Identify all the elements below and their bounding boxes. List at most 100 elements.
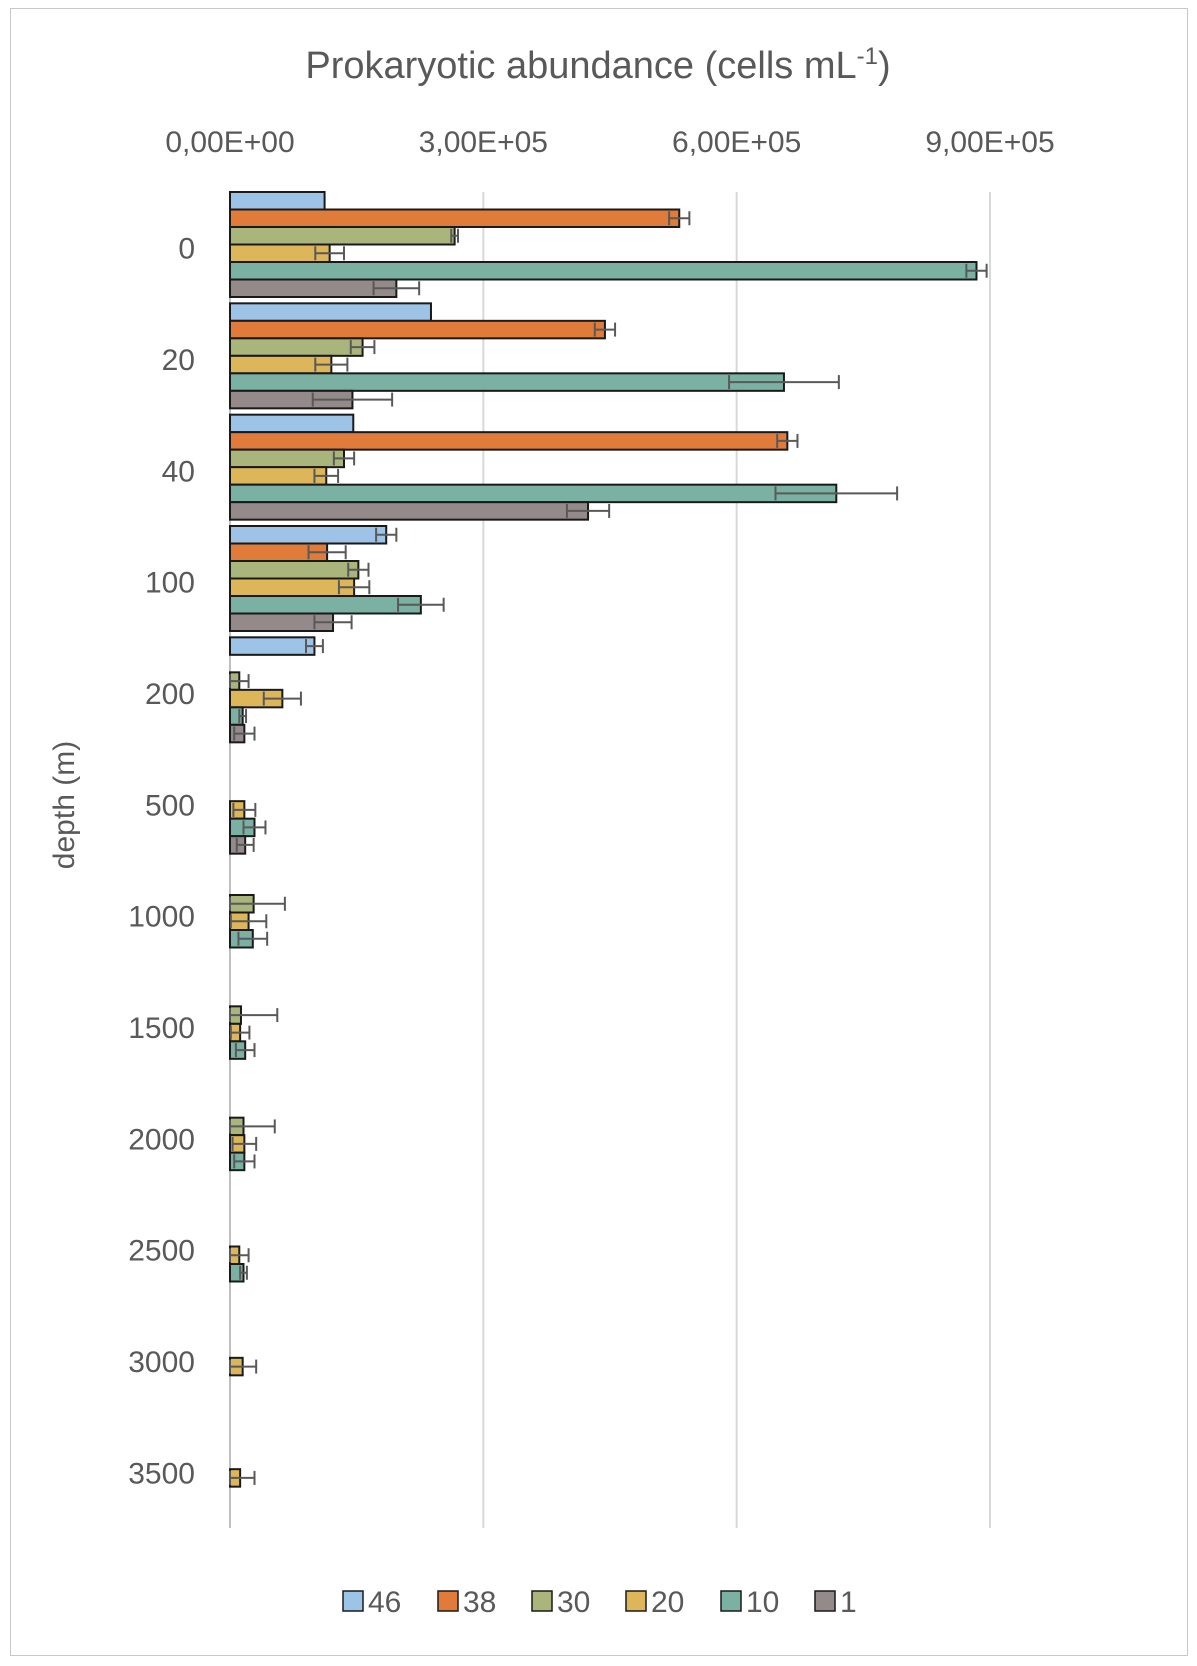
error-bar-series-10-depth-1500	[234, 1043, 256, 1058]
bar-series-1-depth-0	[229, 278, 398, 298]
y-axis-label: depth (m)	[48, 741, 81, 869]
legend-item-38: 38	[437, 1586, 496, 1619]
bar-series-20-depth-40	[229, 466, 328, 486]
error-bar-series-38-depth-20	[593, 322, 617, 337]
error-bar-series-38-depth-100	[307, 545, 347, 560]
error-bar-series-20-depth-20	[314, 357, 349, 372]
x-tick-label: 3,00E+05	[419, 126, 548, 159]
error-bar-series-30-depth-0	[450, 228, 459, 243]
bar-series-46-depth-0	[229, 191, 326, 211]
y-tick-label: 500	[145, 789, 195, 822]
x-tick-labels: 0,00E+00 3,00E+05 6,00E+05 9,00E+05	[165, 126, 1054, 159]
legend-item-10: 10	[720, 1586, 779, 1619]
bars	[229, 191, 978, 1488]
y-tick-label: 1000	[128, 901, 195, 934]
error-bar-series-10-depth-0	[965, 263, 988, 278]
legend-label: 30	[557, 1586, 590, 1619]
bar-series-30-depth-20	[229, 337, 364, 357]
legend-swatch	[720, 1590, 742, 1612]
y-tick-labels: 0 20 40 100 200 500 1000 1500 2000 2500 3000 3500	[128, 233, 195, 1491]
legend-item-20: 20	[625, 1586, 684, 1619]
error-bar-series-1-depth-100	[313, 615, 353, 630]
error-bar-series-46-depth-100	[375, 527, 398, 542]
legend-item-1: 1	[814, 1586, 857, 1619]
bar-series-10-depth-100	[229, 595, 422, 615]
error-bar-series-30-depth-40	[332, 451, 356, 466]
legend-item-30: 30	[531, 1586, 590, 1619]
error-bar-series-20-depth-2000	[231, 1136, 258, 1151]
bar-series-10-depth-40	[229, 483, 838, 504]
error-bars	[229, 211, 988, 1485]
y-tick-label: 0	[178, 233, 195, 266]
bar-series-10-depth-0	[229, 261, 978, 281]
bar-series-1-depth-40	[229, 501, 590, 521]
bar-series-30-depth-100	[229, 560, 360, 580]
error-bar-series-30-depth-200	[229, 674, 250, 689]
error-bar-series-1-depth-200	[233, 726, 256, 741]
bar-series-30-depth-0	[229, 226, 456, 246]
error-bar-series-1-depth-20	[311, 392, 394, 407]
bar-series-10-depth-20	[229, 372, 785, 392]
error-bar-series-20-depth-1000	[229, 914, 268, 929]
error-bar-series-20-depth-200	[262, 691, 302, 706]
legend: 46 38 30 20 10 1	[342, 1586, 857, 1619]
bar-series-30-depth-40	[229, 448, 345, 469]
legend-swatch	[531, 1590, 553, 1612]
legend-swatch	[342, 1590, 364, 1612]
legend-label: 20	[651, 1586, 684, 1619]
error-bar-series-20-depth-3000	[229, 1359, 258, 1374]
error-bar-series-20-depth-2500	[229, 1248, 250, 1263]
error-bar-series-10-depth-2500	[239, 1265, 248, 1280]
y-tick-label: 3000	[128, 1346, 195, 1379]
chart-title-main: Prokaryotic abundance (cells mL	[305, 45, 856, 87]
bar-series-38-depth-0	[229, 208, 681, 228]
y-tick-label: 100	[145, 567, 195, 600]
error-bar-series-10-depth-40	[774, 486, 899, 501]
legend-item-46: 46	[342, 1586, 401, 1619]
error-bar-series-20-depth-0	[314, 246, 345, 261]
legend-label: 10	[746, 1586, 779, 1619]
bar-series-46-depth-200	[229, 636, 316, 656]
error-bar-series-10-depth-200	[238, 709, 248, 724]
bar-series-46-depth-40	[229, 413, 355, 434]
bar-series-46-depth-100	[229, 525, 388, 545]
chart-title-close: )	[878, 45, 891, 87]
x-tick-label: 9,00E+05	[925, 126, 1054, 159]
error-bar-series-38-depth-0	[668, 211, 691, 226]
legend-label: 1	[840, 1586, 857, 1619]
error-bar-series-20-depth-40	[313, 468, 340, 483]
error-bar-series-1-depth-0	[372, 281, 421, 296]
legend-label: 38	[463, 1586, 496, 1619]
y-tick-label: 2000	[128, 1123, 195, 1156]
error-bar-series-30-depth-1000	[229, 896, 286, 911]
y-tick-label: 200	[145, 678, 195, 711]
x-tick-label: 6,00E+05	[672, 126, 801, 159]
y-tick-label: 40	[162, 455, 195, 488]
error-bar-series-1-depth-500	[235, 837, 255, 852]
bar-series-38-depth-20	[229, 319, 606, 340]
error-bar-series-20-depth-3500	[229, 1470, 256, 1485]
legend-label: 46	[368, 1586, 401, 1619]
error-bar-series-10-depth-500	[242, 820, 267, 835]
error-bar-series-38-depth-40	[776, 433, 799, 448]
chart-frame	[10, 8, 1188, 1656]
bar-series-38-depth-40	[229, 431, 789, 451]
y-tick-label: 2500	[128, 1235, 195, 1268]
legend-swatch	[814, 1590, 836, 1612]
error-bar-series-20-depth-500	[232, 802, 257, 817]
y-tick-label: 1500	[128, 1012, 195, 1045]
error-bar-series-1-depth-40	[565, 503, 611, 518]
error-bar-series-46-depth-200	[305, 639, 324, 654]
error-bar-series-30-depth-100	[347, 562, 370, 577]
error-bar-series-30-depth-2000	[229, 1119, 276, 1134]
error-bar-series-10-depth-1000	[237, 931, 269, 946]
y-tick-label: 3500	[128, 1457, 195, 1490]
error-bar-series-10-depth-20	[728, 375, 840, 390]
error-bar-series-20-depth-100	[337, 580, 371, 595]
error-bar-series-10-depth-2000	[233, 1154, 256, 1169]
chart-title-superscript: -1	[857, 43, 878, 70]
bar-series-20-depth-100	[229, 577, 356, 597]
error-bar-series-30-depth-20	[349, 340, 376, 355]
error-bar-series-10-depth-100	[397, 597, 445, 612]
